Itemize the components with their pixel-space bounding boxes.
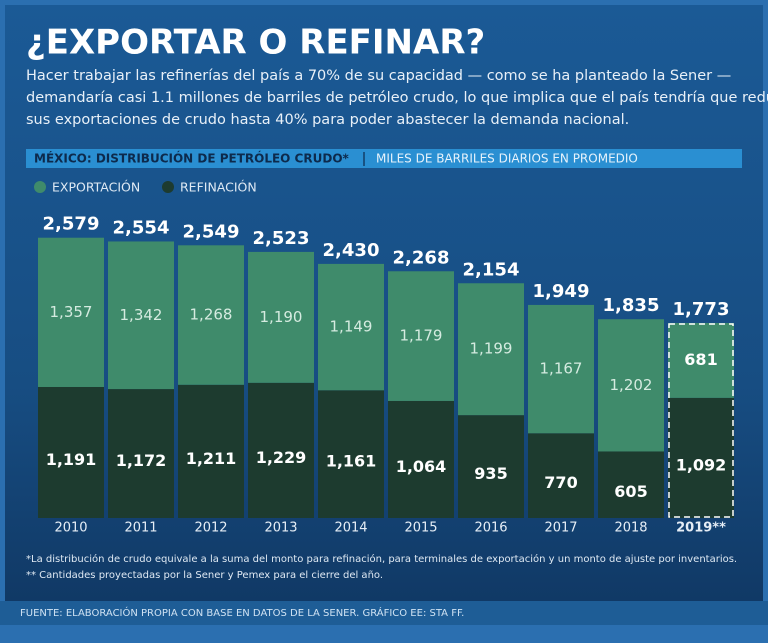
title: ¿EXPORTAR O REFINAR? <box>26 23 485 63</box>
x-tick-label: 2016 <box>474 521 507 536</box>
bar-segment <box>598 319 664 452</box>
x-tick-label: 2015 <box>404 521 437 536</box>
bar-segment <box>318 390 384 518</box>
value-label: 1,161 <box>326 452 377 471</box>
value-label: 1,190 <box>260 308 303 326</box>
footnote: ** Cantidades proyectadas por la Sener y… <box>26 570 383 581</box>
value-label: 1,202 <box>610 376 653 394</box>
total-label: 1,773 <box>673 299 730 320</box>
bar-segment <box>458 415 524 518</box>
value-label: 605 <box>614 482 647 501</box>
value-label: 1,092 <box>676 455 727 474</box>
bottom-strip <box>0 625 768 643</box>
value-label: 1,211 <box>186 449 237 468</box>
total-label: 2,430 <box>323 240 380 261</box>
value-label: 1,268 <box>190 306 233 324</box>
bar-segment <box>248 251 314 383</box>
bar-segment <box>108 389 174 518</box>
bar-segment <box>668 397 734 518</box>
subtitle-line: Hacer trabajar las refinerías del país a… <box>26 68 731 84</box>
value-label: 770 <box>544 473 577 492</box>
x-tick-label: 2013 <box>264 521 297 536</box>
bar-segment <box>528 304 594 434</box>
bar-segment <box>388 400 454 518</box>
projection-outline <box>668 323 734 518</box>
x-tick-label: 2014 <box>334 521 367 536</box>
x-tick-label: 2010 <box>54 521 87 536</box>
value-label: 1,172 <box>116 451 167 470</box>
bar-segment <box>388 271 454 401</box>
bar-segment <box>458 283 524 416</box>
value-label: 1,191 <box>46 450 97 469</box>
total-label: 2,154 <box>463 259 520 280</box>
total-label: 1,949 <box>533 281 590 302</box>
bar-segment <box>318 263 384 391</box>
total-label: 2,549 <box>183 221 240 242</box>
legend-swatch <box>34 181 46 193</box>
value-label: 1,167 <box>540 360 583 378</box>
value-label: 1,342 <box>120 306 163 324</box>
x-tick-label: 2011 <box>124 521 157 536</box>
legend-label: EXPORTACIÓN <box>52 180 140 195</box>
bar-segment <box>38 386 104 518</box>
source-band <box>0 601 768 625</box>
bar-segment <box>248 382 314 518</box>
legend-swatch <box>162 181 174 193</box>
x-tick-label: 2018 <box>614 521 647 536</box>
total-label: 2,579 <box>43 214 100 235</box>
value-label: 1,229 <box>256 448 307 467</box>
bar-segment <box>108 241 174 390</box>
bar-segment <box>38 237 104 387</box>
total-label: 1,835 <box>603 295 660 316</box>
bar-segment <box>178 384 244 518</box>
footnote: *La distribución de crudo equivale a la … <box>26 553 737 565</box>
bar-segment <box>178 245 244 385</box>
subtitle-line: demandaría casi 1.1 millones de barriles… <box>26 90 768 106</box>
total-label: 2,523 <box>253 228 310 249</box>
value-label: 1,179 <box>400 327 443 345</box>
value-label: 1,357 <box>50 303 93 321</box>
x-tick-label: 2019** <box>676 521 726 536</box>
subtitle-line: sus exportaciones de crudo hasta 40% par… <box>26 112 629 128</box>
chart-subtitle: MILES DE BARRILES DIARIOS EN PROMEDIO <box>376 152 638 166</box>
legend-label: REFINACIÓN <box>180 180 257 195</box>
x-tick-label: 2017 <box>544 521 577 536</box>
total-label: 2,268 <box>393 247 450 268</box>
value-label: 681 <box>684 350 717 369</box>
value-label: 935 <box>474 464 507 483</box>
bar-segment <box>668 322 734 398</box>
value-label: 1,199 <box>470 340 513 358</box>
bar-segment <box>598 451 664 518</box>
total-label: 2,554 <box>113 217 170 238</box>
header-band <box>26 149 742 168</box>
source: FUENTE: ELABORACIÓN PROPIA CON BASE EN D… <box>20 606 464 619</box>
value-label: 1,064 <box>396 457 447 476</box>
bar-segment <box>528 433 594 518</box>
subtitle: Hacer trabajar las refinerías del país a… <box>26 68 768 128</box>
chart-title: MÉXICO: DISTRIBUCIÓN DE PETRÓLEO CRUDO* <box>34 151 350 166</box>
x-tick-label: 2012 <box>194 521 227 536</box>
value-label: 1,149 <box>330 318 373 336</box>
